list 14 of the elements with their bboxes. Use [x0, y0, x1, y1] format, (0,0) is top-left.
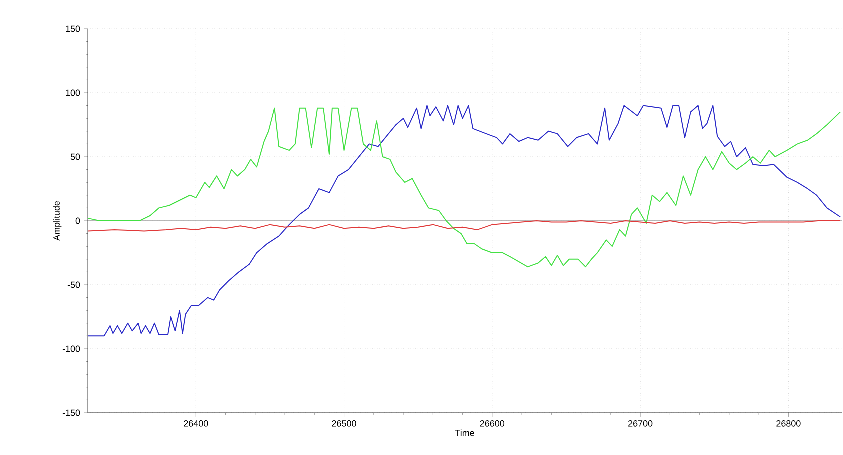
x-tick-label: 26600 [480, 420, 505, 427]
y-tick-label: 0 [76, 218, 80, 224]
x-tick-label: 26800 [776, 420, 801, 427]
y-tick-label: 100 [66, 90, 80, 96]
y-tick-label: 150 [66, 26, 80, 32]
y-tick-label: -100 [62, 346, 80, 352]
x-tick-label: 26700 [628, 420, 653, 427]
y-tick-label: 50 [70, 154, 80, 160]
y-tick-label: -150 [62, 410, 80, 416]
x-tick-label: 26500 [332, 420, 356, 427]
y-tick-label: -50 [68, 282, 80, 288]
x-axis-title: Time [455, 430, 474, 436]
y-axis-title: Amplitude [53, 201, 62, 241]
x-tick-label: 26400 [184, 420, 208, 427]
